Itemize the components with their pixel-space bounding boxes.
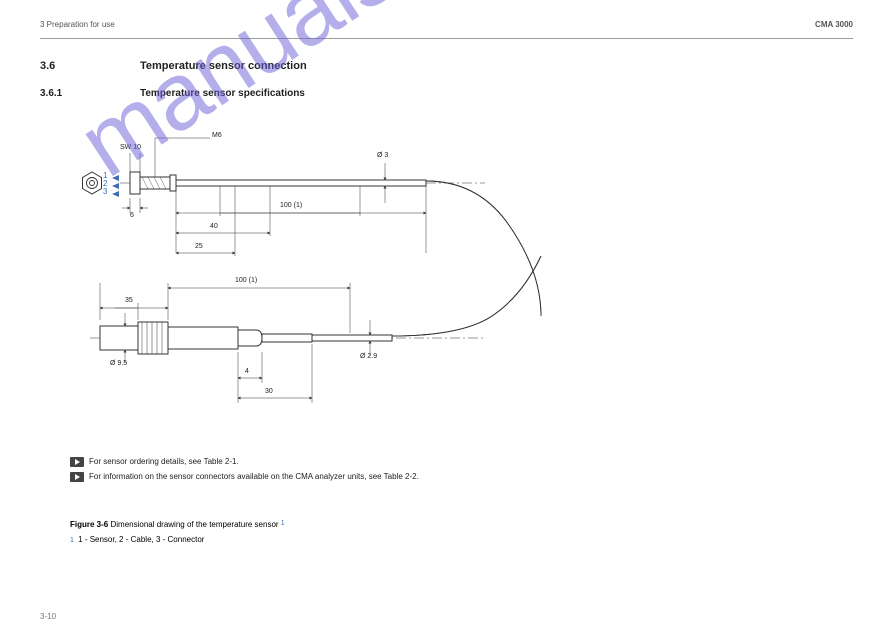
legend-text: 1 - Sensor, 2 - Cable, 3 - Connector <box>78 535 204 544</box>
section-number: 3.6 <box>40 60 55 72</box>
dim-m6: M6 <box>212 132 222 139</box>
figure-label: Figure 3-6 <box>70 520 108 529</box>
note-2-text: For information on the sensor connectors… <box>89 472 419 481</box>
dim-35: 35 <box>125 297 133 304</box>
figure-caption-sup: 1 <box>281 520 285 527</box>
drawing-svg <box>70 108 590 438</box>
section-title: Temperature sensor connection <box>140 60 307 72</box>
dim-25: 25 <box>195 243 203 250</box>
figure-legend: 1 1 - Sensor, 2 - Cable, 3 - Connector <box>70 535 204 544</box>
page: 3 Preparation for use CMA 3000 3.6 Tempe… <box>40 0 853 629</box>
callout-tri-3 <box>112 191 119 197</box>
dim-len100-top: 100 (1) <box>280 202 302 209</box>
dim-d-conn: Ø 9.5 <box>110 360 127 367</box>
technical-drawing: M6 SW 10 Ø 3 100 (1) 56(1) 40 25 6 100 (… <box>70 108 590 438</box>
note-2: For information on the sensor connectors… <box>70 470 419 483</box>
callout-tri-2 <box>112 183 119 189</box>
arrow-icon <box>70 472 84 482</box>
dim-40: 40 <box>210 223 218 230</box>
dim-4: 4 <box>245 368 249 375</box>
callout-3: 3 <box>103 187 107 196</box>
dim-d-probe: Ø 3 <box>377 152 388 159</box>
dim-30: 30 <box>265 388 273 395</box>
figure-caption-text: Dimensional drawing of the temperature s… <box>110 520 278 529</box>
figure-caption: Figure 3-6 Dimensional drawing of the te… <box>70 520 285 529</box>
dim-6: 6 <box>130 212 134 219</box>
dim-sw10: SW 10 <box>120 144 141 151</box>
legend-sup: 1 <box>70 537 74 544</box>
subsection-number: 3.6.1 <box>40 88 62 99</box>
subsection-title: Temperature sensor specifications <box>140 88 305 99</box>
note-1-text: For sensor ordering details, see Table 2… <box>89 457 239 466</box>
dim-d-cable: Ø 2.9 <box>360 353 377 360</box>
header-rule <box>40 38 853 39</box>
page-number: 3-10 <box>40 612 56 621</box>
dim-len100-bot: 100 (1) <box>235 277 257 284</box>
header-title: CMA 3000 <box>815 20 853 29</box>
note-1: For sensor ordering details, see Table 2… <box>70 455 239 468</box>
arrow-icon <box>70 457 84 467</box>
header-chapter: 3 Preparation for use <box>40 20 115 29</box>
callout-tri-1 <box>112 175 119 181</box>
